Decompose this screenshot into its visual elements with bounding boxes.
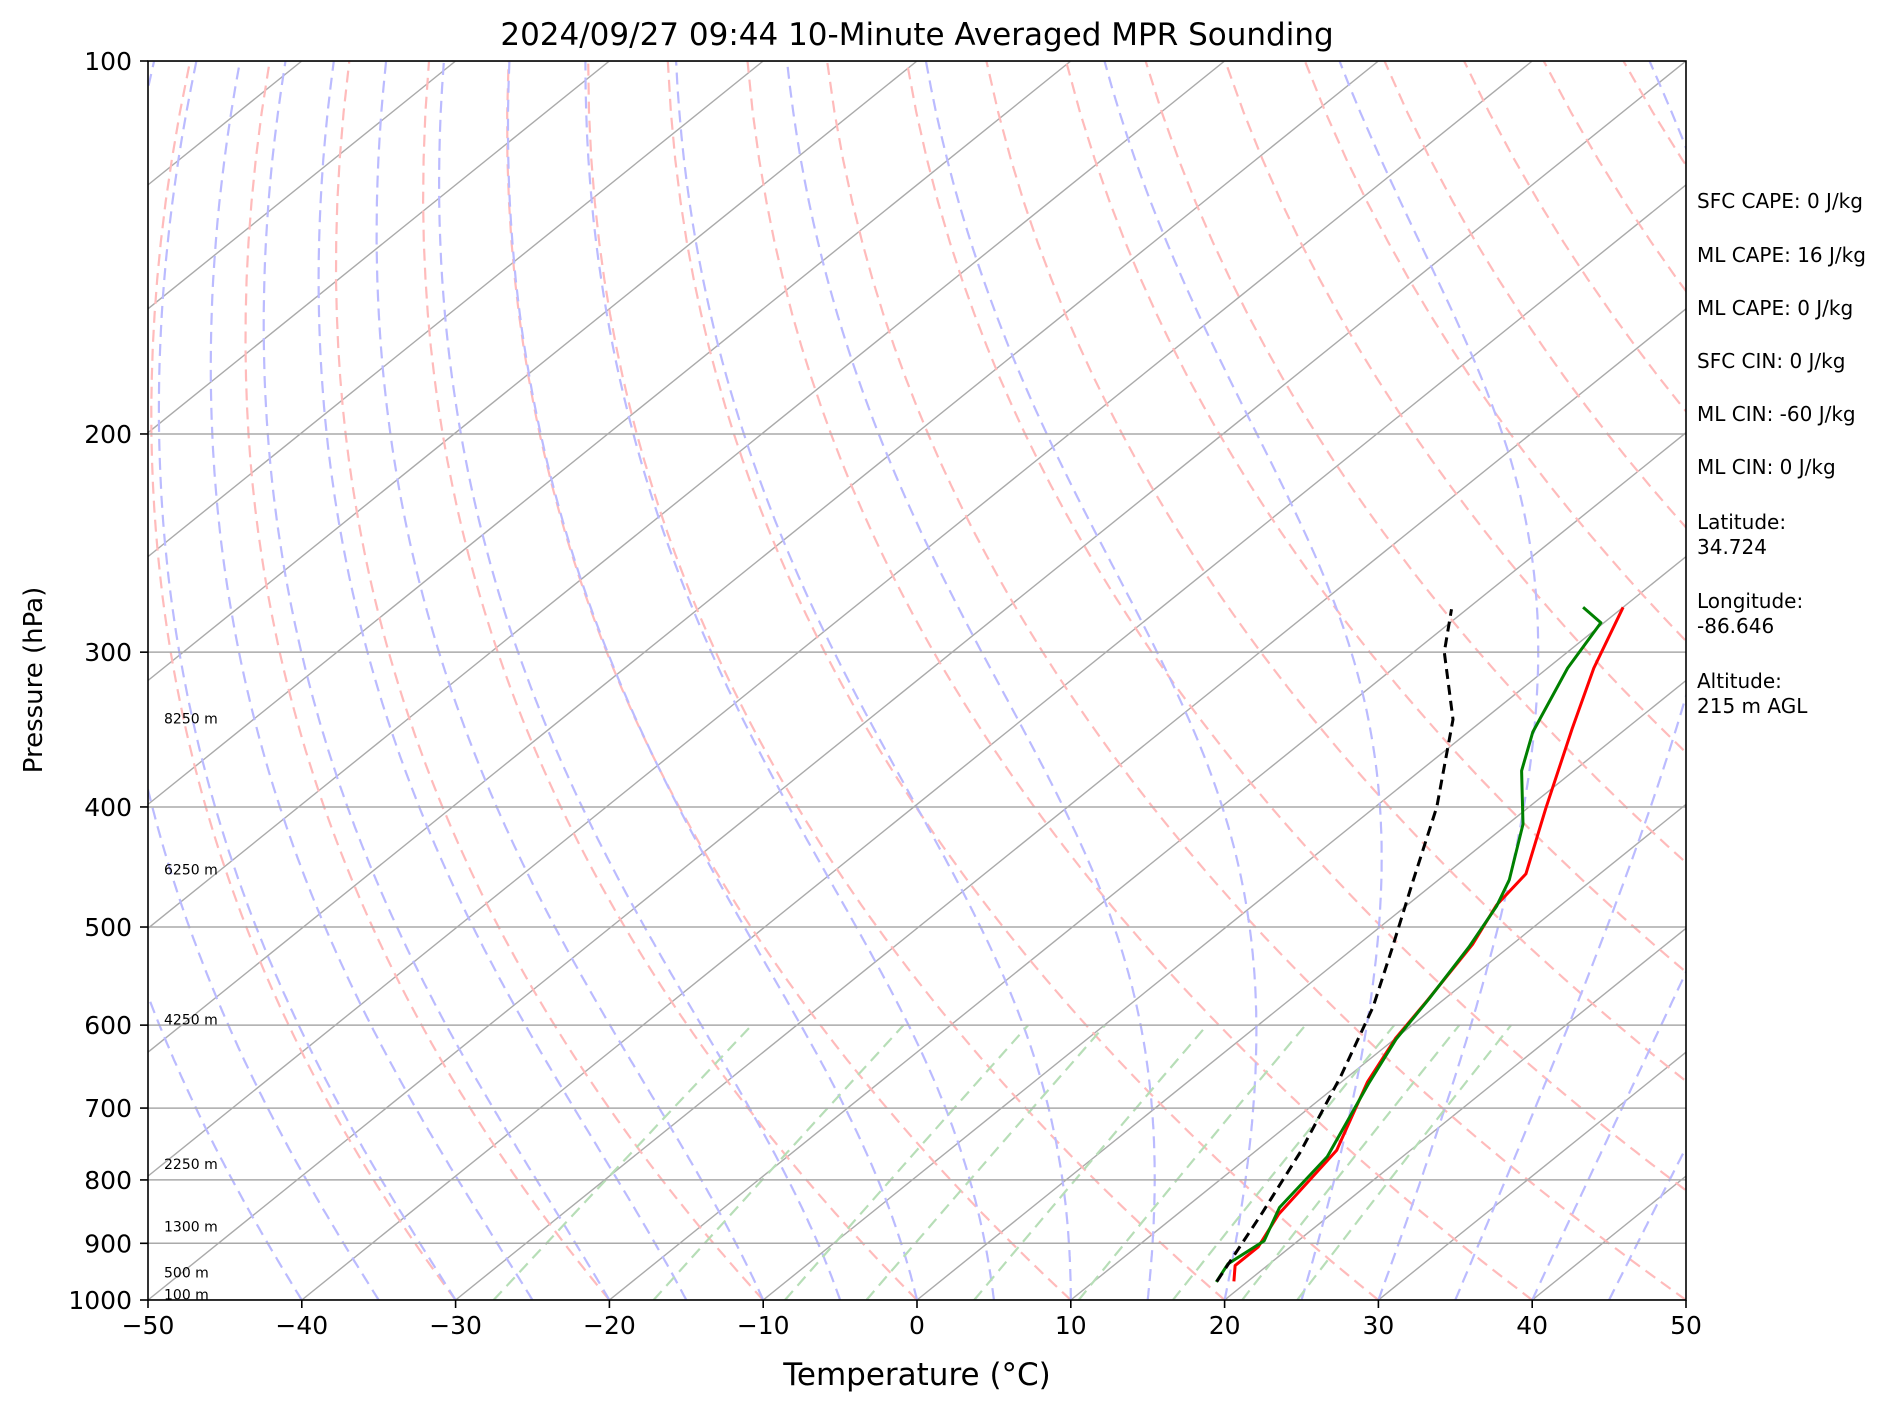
isotherm-line [762,555,1686,1300]
altitude-text: Altitude: 215 m AGL [1697,669,1808,718]
sounding-series-line-2 [1215,606,1603,1283]
dry-adiabat-line [506,61,1072,1300]
isotherm-line [148,61,610,434]
isotherm-line [1070,803,1686,1300]
dry-adiabat-line [826,61,1686,1300]
height-label: 1300 m [164,1220,218,1236]
x-tick-label: 50 [1670,1311,1702,1340]
ml-cape-text: ML CAPE: 16 J/kg [1697,243,1866,267]
isotherm-line [455,307,1686,1300]
dry-adiabat-line [1224,61,1686,755]
longitude-text: Longitude: -86.646 [1697,589,1804,638]
sounding-series-line-3 [1215,608,1455,1283]
y-tick-label: 400 [84,793,132,822]
isotherm-line [148,61,1379,1054]
dry-adiabat-line [905,61,1686,1192]
y-tick-label: 1000 [68,1286,132,1315]
dry-adiabat-line [985,61,1686,1083]
x-tick-label: 0 [909,1311,925,1340]
mixing-ratio-line [1296,1024,1512,1300]
x-tick-label: −40 [275,1311,328,1340]
moist-adiabat-line [157,61,457,1300]
dry-adiabat-line [666,61,1380,1300]
dry-adiabat-line [334,61,765,1300]
moist-adiabat-line [675,61,1072,1300]
isotherm-line [916,679,1686,1300]
moist-adiabat-line [1338,61,1540,1300]
dry-adiabat-line [1303,61,1686,643]
isotherm-line [148,61,1072,806]
y-axis-label: Pressure (hPa) [19,587,49,774]
isotherm-line [148,61,457,310]
chart-title: 2024/09/27 09:44 10-Minute Averaged MPR … [500,17,1333,53]
moist-adiabat-line [1454,61,1686,1300]
y-tick-label: 300 [84,638,132,667]
isotherm-line [148,61,764,558]
dry-adiabat-line [244,61,611,1300]
y-tick-label: 200 [84,420,132,449]
moist-adiabat-line [1531,969,1686,1300]
x-tick-label: 30 [1362,1311,1394,1340]
ml-cin-text: ML CIN: -60 J/kg [1697,402,1856,426]
isotherm-line [1377,1051,1686,1300]
moist-adiabat-line [924,61,1258,1300]
x-tick-label: −10 [737,1311,790,1340]
sfc-cape-text: SFC CAPE: 0 J/kg [1697,189,1863,213]
x-tick-label: −30 [429,1311,482,1340]
moist-adiabat-line [1103,61,1383,1300]
isotherm-line [148,61,1686,1300]
moist-adiabat-line [262,61,611,1300]
x-tick-label: 40 [1516,1311,1548,1340]
moist-adiabat-line [437,61,842,1300]
x-tick-label: −50 [122,1311,175,1340]
y-tick-label: 700 [84,1094,132,1123]
height-label: 6250 m [164,862,218,878]
moist-adiabat-line [1608,1145,1686,1300]
height-label: 500 m [164,1266,209,1282]
isotherm-line [608,431,1686,1300]
moist-adiabat-line [375,61,765,1300]
moist-adiabat-line [506,61,919,1300]
y-tick-label: 800 [84,1166,132,1195]
latitude-text: Latitude: 34.724 [1697,510,1787,559]
dry-adiabat-line [150,61,457,1300]
moist-adiabat-line [148,61,380,1300]
height-label: 8250 m [164,712,218,728]
isotherm-line [148,61,1533,1177]
ml-cin-text-2: ML CIN: 0 J/kg [1697,455,1836,479]
moist-adiabat-line [584,61,995,1300]
isotherm-line [148,61,918,682]
ml-cape-text-2: ML CAPE: 0 J/kg [1697,296,1854,320]
moist-adiabat-line [785,61,1156,1300]
x-tick-label: 20 [1209,1311,1241,1340]
dry-adiabat-line [746,61,1533,1300]
isotherm-line [301,184,1686,1300]
x-tick-label: 10 [1055,1311,1087,1340]
height-label: 4250 m [164,1013,218,1029]
height-label: 2250 m [164,1157,218,1173]
moist-adiabat-line [148,992,303,1300]
moist-adiabat-line [209,61,534,1300]
sfc-cin-text: SFC CIN: 0 J/kg [1697,349,1846,373]
y-tick-label: 900 [84,1229,132,1258]
y-tick-label: 100 [84,47,132,76]
y-tick-label: 500 [84,913,132,942]
x-axis-label: Temperature (°C) [782,1357,1051,1393]
dry-adiabat-line [421,61,918,1300]
isotherm-line [148,61,1226,930]
y-tick-label: 600 [84,1011,132,1040]
dry-adiabat-line [587,61,1226,1300]
x-tick-label: −20 [583,1311,636,1340]
moist-adiabat-line [317,61,688,1300]
isotherm-line [1224,927,1686,1300]
height-label: 100 m [164,1288,209,1304]
